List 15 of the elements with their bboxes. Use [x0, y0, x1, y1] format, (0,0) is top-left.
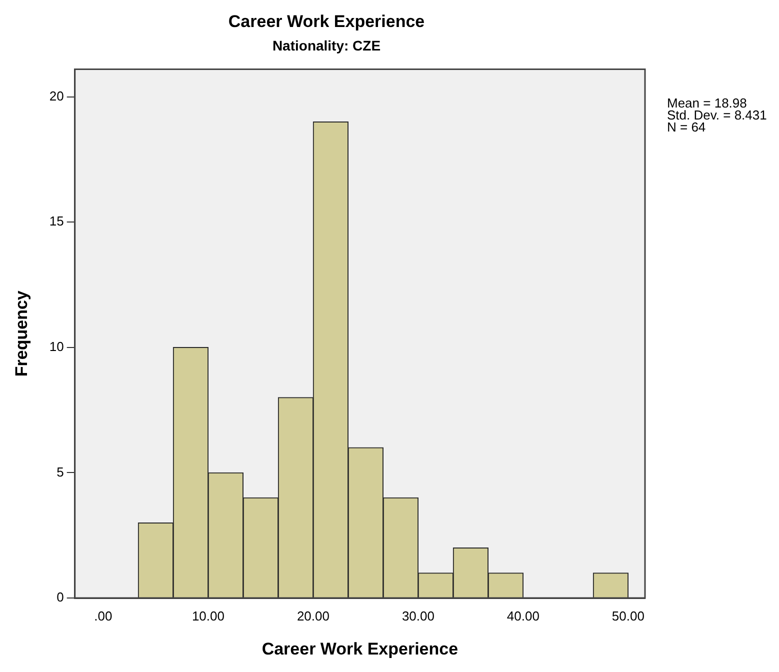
- y-tick-label: 5: [56, 464, 64, 480]
- chart-subtitle: Nationality: CZE: [272, 38, 381, 54]
- x-tick-label: 40.00: [506, 608, 540, 624]
- x-tick-label: 20.00: [296, 608, 330, 624]
- x-tick-label: .00: [94, 608, 112, 624]
- y-tick-label: 10: [49, 338, 64, 354]
- x-axis-title: Career Work Experience: [262, 639, 458, 658]
- x-tick-label: 50.00: [612, 608, 644, 624]
- y-tick-label: 20: [49, 88, 64, 104]
- x-tick-label: 30.00: [402, 608, 434, 624]
- y-axis-title: Frequency: [12, 290, 31, 377]
- y-tick-label: 0: [56, 590, 64, 605]
- x-tick-label: 10.00: [192, 608, 224, 624]
- y-tick-label: 15: [49, 214, 64, 229]
- chart-title: Career Work Experience: [228, 12, 425, 31]
